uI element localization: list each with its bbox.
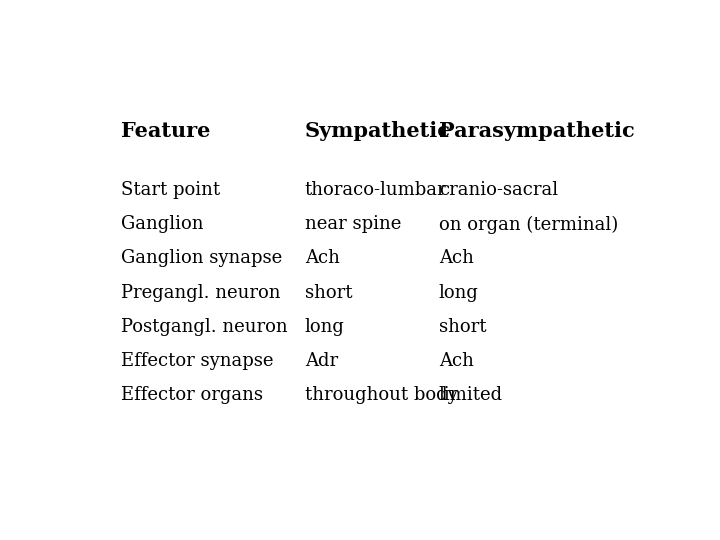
Text: long: long [305, 318, 345, 335]
Text: Effector organs: Effector organs [121, 386, 263, 404]
Text: short: short [305, 284, 352, 301]
Text: Feature: Feature [121, 121, 210, 141]
Text: throughout body: throughout body [305, 386, 458, 404]
Text: Pregangl. neuron: Pregangl. neuron [121, 284, 280, 301]
Text: near spine: near spine [305, 215, 401, 233]
Text: Ach: Ach [438, 249, 474, 267]
Text: cranio-sacral: cranio-sacral [438, 181, 558, 199]
Text: thoraco-lumbar: thoraco-lumbar [305, 181, 446, 199]
Text: Postgangl. neuron: Postgangl. neuron [121, 318, 287, 335]
Text: Ach: Ach [438, 352, 474, 370]
Text: Ganglion: Ganglion [121, 215, 203, 233]
Text: long: long [438, 284, 479, 301]
Text: Sympathetic: Sympathetic [305, 121, 451, 141]
Text: Ach: Ach [305, 249, 340, 267]
Text: Adr: Adr [305, 352, 338, 370]
Text: Effector synapse: Effector synapse [121, 352, 273, 370]
Text: Start point: Start point [121, 181, 220, 199]
Text: on organ (terminal): on organ (terminal) [438, 215, 618, 234]
Text: limited: limited [438, 386, 503, 404]
Text: short: short [438, 318, 486, 335]
Text: Parasympathetic: Parasympathetic [438, 121, 634, 141]
Text: Ganglion synapse: Ganglion synapse [121, 249, 282, 267]
